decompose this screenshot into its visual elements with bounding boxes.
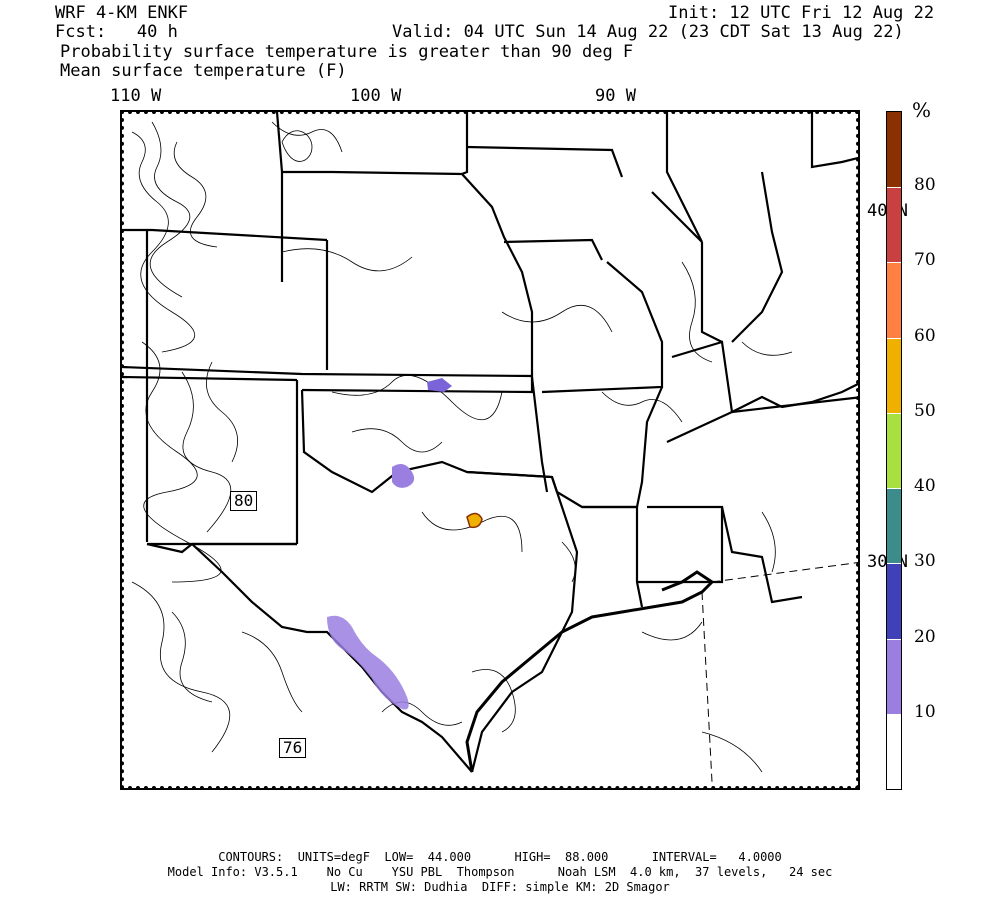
colorbar-segment [887,563,901,640]
lon-label-100w: 100 W [350,86,402,106]
contour-label-76: 76 [279,738,307,758]
colorbar-tick-label: 40 [914,476,936,497]
colorbar-segment [887,488,901,565]
colorbar-unit: % [912,98,932,122]
init-time: Init: 12 UTC Fri 12 Aug 22 [668,3,935,23]
field-title-probability: Probability surface temperature is great… [60,42,634,62]
colorbar-tick-label: 10 [914,701,936,722]
colorbar-tick-label: 50 [914,400,936,421]
colorbar-segment [887,412,901,490]
map-drawing [122,112,858,783]
state-borders [122,112,858,773]
colorbar-tick-label: 60 [914,325,936,346]
colorbar-segment [887,638,901,715]
map-panel [120,110,860,790]
colorbar-tick-label: 70 [914,250,936,271]
colorbar-tick-label: 20 [914,626,936,647]
field-title-mean-temp: Mean surface temperature (F) [60,61,347,81]
model-title: WRF 4-KM ENKF [55,3,189,23]
colorbar-tick-label: 80 [914,175,936,196]
colorbar-segment [887,337,901,414]
temperature-contours [131,121,793,773]
footer-contours: CONTOURS: UNITS=degF LOW= 44.000 HIGH= 8… [218,850,782,864]
colorbar-segment [887,112,901,189]
offshore-boundary [701,562,858,783]
colorbar-segment [887,262,901,339]
probability-colorbar [886,111,902,790]
footer-model-info: Model Info: V3.5.1 No Cu YSU PBL Thompso… [167,865,833,879]
contour-label-80: 80 [230,491,258,511]
colorbar-segment [887,713,901,789]
valid-time: Valid: 04 UTC Sun 14 Aug 22 (23 CDT Sat … [392,22,904,42]
lon-label-90w: 90 W [595,86,636,106]
footer-physics: LW: RRTM SW: Dudhia DIFF: simple KM: 2D … [330,880,670,894]
lon-label-110w: 110 W [110,86,162,106]
colorbar-tick-label: 30 [914,551,936,572]
forecast-hour: Fcst: 40 h [55,22,178,42]
gulf-coastline [465,570,715,773]
colorbar-segment [887,187,901,264]
probability-shading [327,378,483,710]
